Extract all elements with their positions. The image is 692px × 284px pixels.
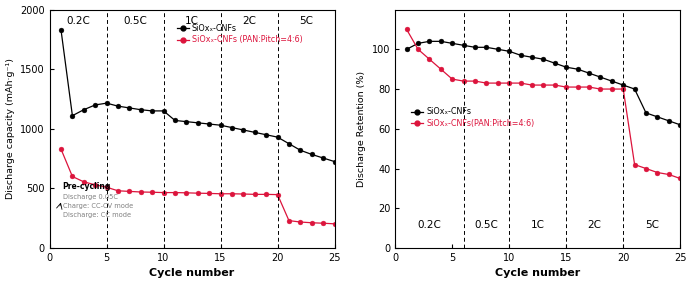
Y-axis label: Discharge Retention (%): Discharge Retention (%) [358, 71, 367, 187]
Text: Charge: CC-CV mode: Charge: CC-CV mode [63, 203, 133, 209]
Text: 5C: 5C [645, 220, 659, 230]
Text: 2C: 2C [588, 220, 602, 230]
Legend: SiOxₓ-CNFs, SiOxₓ-CNFs (PAN:Pitch=4:6): SiOxₓ-CNFs, SiOxₓ-CNFs (PAN:Pitch=4:6) [173, 21, 306, 48]
Text: 2C: 2C [242, 16, 256, 26]
Y-axis label: Discharge capacity (mAh·g⁻¹): Discharge capacity (mAh·g⁻¹) [6, 58, 15, 199]
Text: Discharge: CC mode: Discharge: CC mode [63, 212, 131, 218]
Text: Pre-cycling: Pre-cycling [63, 182, 111, 191]
X-axis label: Cycle number: Cycle number [495, 268, 581, 278]
Text: 1C: 1C [185, 16, 199, 26]
Text: 0.5C: 0.5C [475, 220, 498, 230]
X-axis label: Cycle number: Cycle number [149, 268, 235, 278]
Text: 0.2C: 0.2C [66, 16, 90, 26]
Text: 0.2C: 0.2C [417, 220, 441, 230]
Text: 5C: 5C [299, 16, 313, 26]
Legend: SiOxₓ-CNFs, SiOxₓ-CNFs(PAN:Pitch=4:6): SiOxₓ-CNFs, SiOxₓ-CNFs(PAN:Pitch=4:6) [408, 104, 538, 131]
Text: 1C: 1C [531, 220, 545, 230]
Text: 0.5C: 0.5C [123, 16, 147, 26]
Text: Discharge 0.05C: Discharge 0.05C [63, 194, 118, 200]
